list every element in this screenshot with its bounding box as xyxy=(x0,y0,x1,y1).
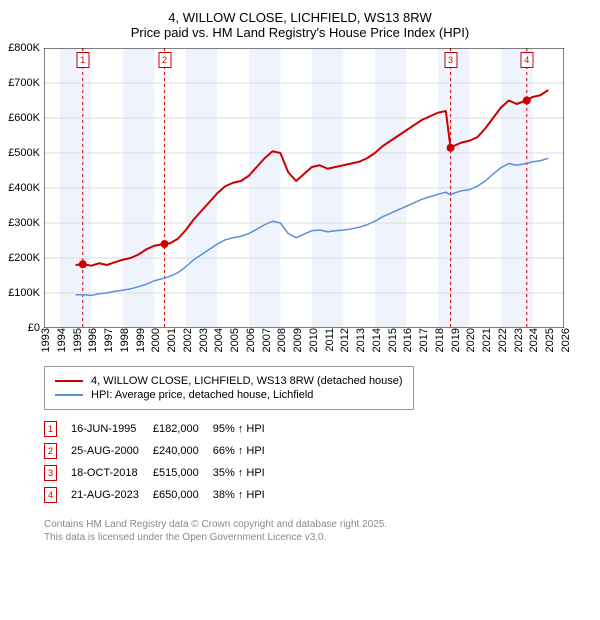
y-tick-label: £700K xyxy=(8,77,44,89)
x-tick-label: 2015 xyxy=(383,328,399,352)
x-tick-label: 2003 xyxy=(194,328,210,352)
tx-hpi: 66% ↑ HPI xyxy=(213,440,279,462)
tx-date: 25-AUG-2000 xyxy=(71,440,153,462)
transaction-marker: 4 xyxy=(520,52,533,68)
y-tick-label: £300K xyxy=(8,217,44,229)
x-tick-label: 1999 xyxy=(131,328,147,352)
tx-marker-cell: 3 xyxy=(44,462,71,484)
y-tick-label: £400K xyxy=(8,182,44,194)
transaction-marker-icon: 1 xyxy=(44,421,57,437)
chart-svg xyxy=(44,48,564,328)
table-row: 1 16-JUN-1995£182,00095% ↑ HPI xyxy=(44,418,279,440)
tx-price: £240,000 xyxy=(153,440,213,462)
tx-hpi: 95% ↑ HPI xyxy=(213,418,279,440)
x-tick-label: 2013 xyxy=(351,328,367,352)
x-tick-label: 2022 xyxy=(493,328,509,352)
legend-item: HPI: Average price, detached house, Lich… xyxy=(55,389,403,401)
x-tick-label: 2018 xyxy=(430,328,446,352)
x-tick-label: 2008 xyxy=(272,328,288,352)
x-tick-label: 2026 xyxy=(556,328,572,352)
transaction-marker: 2 xyxy=(158,52,171,68)
footer-attribution: Contains HM Land Registry data © Crown c… xyxy=(44,518,590,544)
x-tick-label: 1994 xyxy=(52,328,68,352)
transaction-marker: 3 xyxy=(444,52,457,68)
tx-price: £182,000 xyxy=(153,418,213,440)
footer-line: This data is licensed under the Open Gov… xyxy=(44,531,590,544)
x-tick-label: 2023 xyxy=(509,328,525,352)
x-tick-label: 2002 xyxy=(178,328,194,352)
legend-label: HPI: Average price, detached house, Lich… xyxy=(91,389,313,401)
x-tick-label: 2006 xyxy=(241,328,257,352)
legend-label: 4, WILLOW CLOSE, LICHFIELD, WS13 8RW (de… xyxy=(91,375,403,387)
transaction-marker: 1 xyxy=(76,52,89,68)
legend-swatch xyxy=(55,394,83,396)
tx-marker-cell: 4 xyxy=(44,484,71,506)
y-tick-label: £800K xyxy=(8,42,44,54)
tx-date: 16-JUN-1995 xyxy=(71,418,153,440)
x-tick-label: 2005 xyxy=(225,328,241,352)
chart-title: 4, WILLOW CLOSE, LICHFIELD, WS13 8RW Pri… xyxy=(10,10,590,40)
tx-marker-cell: 2 xyxy=(44,440,71,462)
table-row: 3 18-OCT-2018£515,00035% ↑ HPI xyxy=(44,462,279,484)
tx-date: 18-OCT-2018 xyxy=(71,462,153,484)
x-tick-label: 2017 xyxy=(414,328,430,352)
x-tick-label: 2024 xyxy=(524,328,540,352)
x-tick-label: 1998 xyxy=(115,328,131,352)
table-row: 2 25-AUG-2000£240,00066% ↑ HPI xyxy=(44,440,279,462)
transaction-marker-icon: 4 xyxy=(44,487,57,503)
transaction-marker-icon: 3 xyxy=(44,465,57,481)
y-tick-label: £600K xyxy=(8,112,44,124)
x-tick-label: 2007 xyxy=(257,328,273,352)
transactions-table: 1 16-JUN-1995£182,00095% ↑ HPI 2 25-AUG-200… xyxy=(44,418,279,506)
tx-date: 21-AUG-2023 xyxy=(71,484,153,506)
y-tick-label: £200K xyxy=(8,252,44,264)
title-line2: Price paid vs. HM Land Registry's House … xyxy=(10,25,590,40)
x-tick-label: 2016 xyxy=(398,328,414,352)
x-tick-label: 2004 xyxy=(209,328,225,352)
title-line1: 4, WILLOW CLOSE, LICHFIELD, WS13 8RW xyxy=(10,10,590,25)
x-tick-label: 2019 xyxy=(446,328,462,352)
x-tick-label: 2001 xyxy=(162,328,178,352)
x-tick-label: 2021 xyxy=(477,328,493,352)
tx-hpi: 35% ↑ HPI xyxy=(213,462,279,484)
x-tick-label: 1997 xyxy=(99,328,115,352)
x-tick-label: 1993 xyxy=(36,328,52,352)
x-tick-label: 2009 xyxy=(288,328,304,352)
legend-item: 4, WILLOW CLOSE, LICHFIELD, WS13 8RW (de… xyxy=(55,375,403,387)
tx-marker-cell: 1 xyxy=(44,418,71,440)
chart-area: £0£100K£200K£300K£400K£500K£600K£700K£80… xyxy=(44,48,564,328)
x-tick-label: 2025 xyxy=(540,328,556,352)
x-tick-label: 2000 xyxy=(146,328,162,352)
legend-box: 4, WILLOW CLOSE, LICHFIELD, WS13 8RW (de… xyxy=(44,366,414,410)
tx-hpi: 38% ↑ HPI xyxy=(213,484,279,506)
x-tick-label: 2014 xyxy=(367,328,383,352)
x-tick-label: 2011 xyxy=(320,328,336,352)
footer-line: Contains HM Land Registry data © Crown c… xyxy=(44,518,590,531)
x-tick-label: 2010 xyxy=(304,328,320,352)
table-row: 4 21-AUG-2023£650,00038% ↑ HPI xyxy=(44,484,279,506)
y-tick-label: £100K xyxy=(8,287,44,299)
x-tick-label: 1996 xyxy=(83,328,99,352)
x-tick-label: 1995 xyxy=(68,328,84,352)
x-tick-label: 2020 xyxy=(461,328,477,352)
y-tick-label: £500K xyxy=(8,147,44,159)
legend-swatch xyxy=(55,380,83,382)
transaction-marker-icon: 2 xyxy=(44,443,57,459)
tx-price: £515,000 xyxy=(153,462,213,484)
x-tick-label: 2012 xyxy=(335,328,351,352)
tx-price: £650,000 xyxy=(153,484,213,506)
